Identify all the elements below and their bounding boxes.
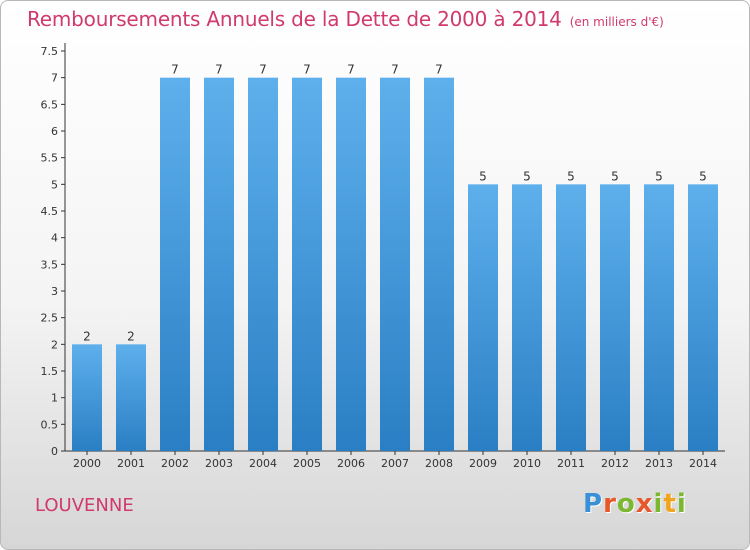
data-label: 5 [655,169,663,183]
bar [512,184,542,452]
chart-title-main: Remboursements Annuels de la Dette de 20… [27,7,562,31]
data-label: 7 [435,63,443,77]
y-tick-label: 6.5 [41,98,59,111]
x-tick-label: 2004 [249,457,277,470]
x-tick-label: 2010 [513,457,541,470]
bar [248,77,278,452]
bar [688,184,718,452]
bar [204,77,234,452]
y-tick-label: 6 [51,125,58,138]
y-tick-label: 2 [51,338,58,351]
data-label: 7 [347,63,355,77]
x-tick-label: 2002 [161,457,189,470]
x-tick-label: 2005 [293,457,321,470]
proxiti-logo: Proxiti [583,489,687,519]
bar [556,184,586,452]
data-label: 2 [83,329,91,343]
data-label: 7 [259,63,267,77]
data-label: 5 [479,169,487,183]
logo-letter: i [676,489,687,519]
x-tick-label: 2014 [689,457,717,470]
x-tick-label: 2007 [381,457,409,470]
y-tick-label: 2.5 [41,312,59,325]
bar [72,344,102,451]
data-label: 5 [567,169,575,183]
bar [336,77,366,452]
data-label: 5 [523,169,531,183]
data-label: 7 [215,63,223,77]
bar [160,77,190,452]
x-tick-label: 2003 [205,457,233,470]
commune-name: LOUVENNE [35,495,134,516]
logo-letter: r [603,489,617,519]
chart-title: Remboursements Annuels de la Dette de 20… [27,7,664,31]
bar [424,77,454,452]
bar [468,184,498,452]
y-tick-label: 1 [51,392,58,405]
y-tick-label: 5.5 [41,152,59,165]
x-tick-label: 2001 [117,457,145,470]
logo-letter: t [663,489,677,519]
x-tick-label: 2013 [645,457,673,470]
logo-letter: P [583,489,604,519]
y-tick-label: 1.5 [41,365,59,378]
y-tick-label: 7.5 [41,45,59,58]
y-tick-label: 0.5 [41,418,59,431]
x-tick-label: 2006 [337,457,365,470]
logo-letter: i [653,489,664,519]
data-label: 7 [171,63,179,77]
chart-title-unit: (en milliers d'€) [569,15,664,29]
y-tick-label: 4 [51,232,58,245]
bar [116,344,146,451]
y-tick-label: 0 [51,445,58,458]
bar [380,77,410,452]
x-tick-label: 2012 [601,457,629,470]
bar [600,184,630,452]
data-label: 5 [611,169,619,183]
y-tick-label: 5 [51,178,58,191]
bar [292,77,322,452]
x-tick-label: 2008 [425,457,453,470]
data-label: 7 [303,63,311,77]
x-tick-label: 2000 [73,457,101,470]
data-label: 7 [391,63,399,77]
bar [644,184,674,452]
logo-letter: x [635,489,654,519]
y-tick-label: 7 [51,72,58,85]
x-tick-label: 2011 [557,457,585,470]
y-tick-label: 3.5 [41,258,59,271]
x-tick-label: 2009 [469,457,497,470]
data-label: 5 [699,169,707,183]
data-label: 2 [127,329,135,343]
y-tick-label: 3 [51,285,58,298]
logo-letter: o [616,489,636,519]
y-tick-label: 4.5 [41,205,59,218]
